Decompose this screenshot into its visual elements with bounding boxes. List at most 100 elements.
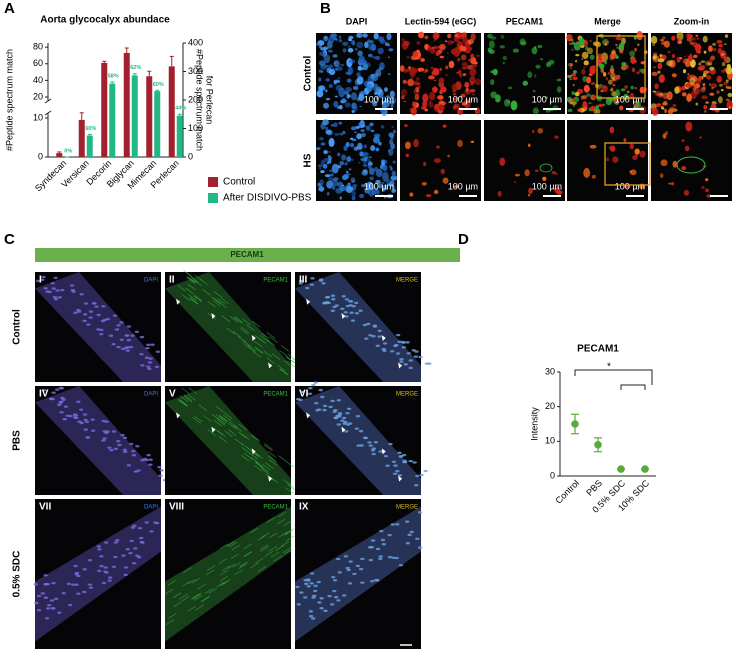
cell [702,72,707,78]
fiber [265,462,274,469]
fiber [266,517,276,523]
panel-numeral: VI [299,389,309,400]
nucleus [53,597,59,601]
cell [319,137,324,141]
nucleus [73,416,78,419]
nucleus [413,355,419,358]
nucleus [109,448,114,452]
nucleus [147,367,152,371]
nucleus [378,557,383,561]
cell [510,100,518,111]
cell [457,139,463,148]
nucleus [402,459,407,462]
fiber [207,312,217,320]
fiber [266,357,276,365]
nucleus [417,511,423,514]
cell [726,86,730,89]
cell [386,32,392,41]
nucleus [36,608,42,612]
cell [672,103,677,108]
fiber [260,335,269,342]
nucleus [377,335,382,338]
nucleus [131,454,137,457]
fiber [208,587,217,594]
column-label: Zoom-in [674,16,710,26]
nucleus [341,416,347,420]
panel-numeral: I [39,275,42,286]
fiber [179,395,188,402]
cell [451,83,458,91]
nucleus [73,564,78,568]
cell [343,145,348,151]
nucleus [124,346,129,349]
vessel-outline [539,163,553,173]
nucleus [303,596,308,599]
cell [328,49,333,53]
cell [328,64,334,69]
arrowhead [268,362,273,369]
cell [367,164,372,169]
nucleus [370,449,376,452]
cell [367,39,371,44]
micrograph [295,381,428,495]
cell [456,97,459,100]
cell [437,95,444,100]
nucleus [408,366,413,370]
nucleus [304,286,310,290]
bar [101,62,108,157]
cell [381,102,387,109]
cell [497,190,502,197]
cell [365,125,371,131]
nucleus [90,418,95,421]
fiber [240,326,250,334]
nucleus [317,601,322,604]
cell [339,160,345,166]
fiber [249,452,258,460]
fiber [189,297,198,304]
nucleus [395,352,401,355]
nucleus [49,599,55,602]
cell [582,75,588,82]
cell [684,55,687,58]
cell [375,179,381,185]
nucleus [126,464,131,467]
cell [328,169,333,172]
cell [351,159,354,161]
nucleus [111,430,117,433]
cell [725,98,730,101]
nucleus [65,414,71,417]
nucleus [336,599,341,602]
dot [641,465,649,473]
cell [326,161,329,165]
cell [377,89,384,99]
cell [702,35,708,43]
cell [709,66,715,71]
scale-bar-label: 100 µm [448,94,478,104]
cell [654,83,659,90]
fiber [187,578,197,585]
cell [458,45,465,51]
nucleus [382,342,388,345]
cell [403,68,408,74]
cell [388,48,394,52]
nucleus [329,603,335,606]
fiber [255,462,264,469]
scale-bar-label: 100 µm [615,181,645,191]
cell [657,70,661,74]
y-tick-label: 20 [545,401,555,411]
nucleus [324,296,330,299]
fiber [234,569,243,576]
arrowhead [381,448,386,455]
cell [323,46,329,50]
nucleus [367,441,372,444]
row-label: Control [303,56,314,92]
fiber [218,301,227,309]
nucleus [50,397,55,401]
bar [56,153,63,157]
nucleus [144,458,150,462]
cell [409,192,414,197]
arrowhead [398,362,403,369]
cell [467,39,474,45]
cell [664,108,668,114]
y-tick-label: 0 [38,151,43,161]
